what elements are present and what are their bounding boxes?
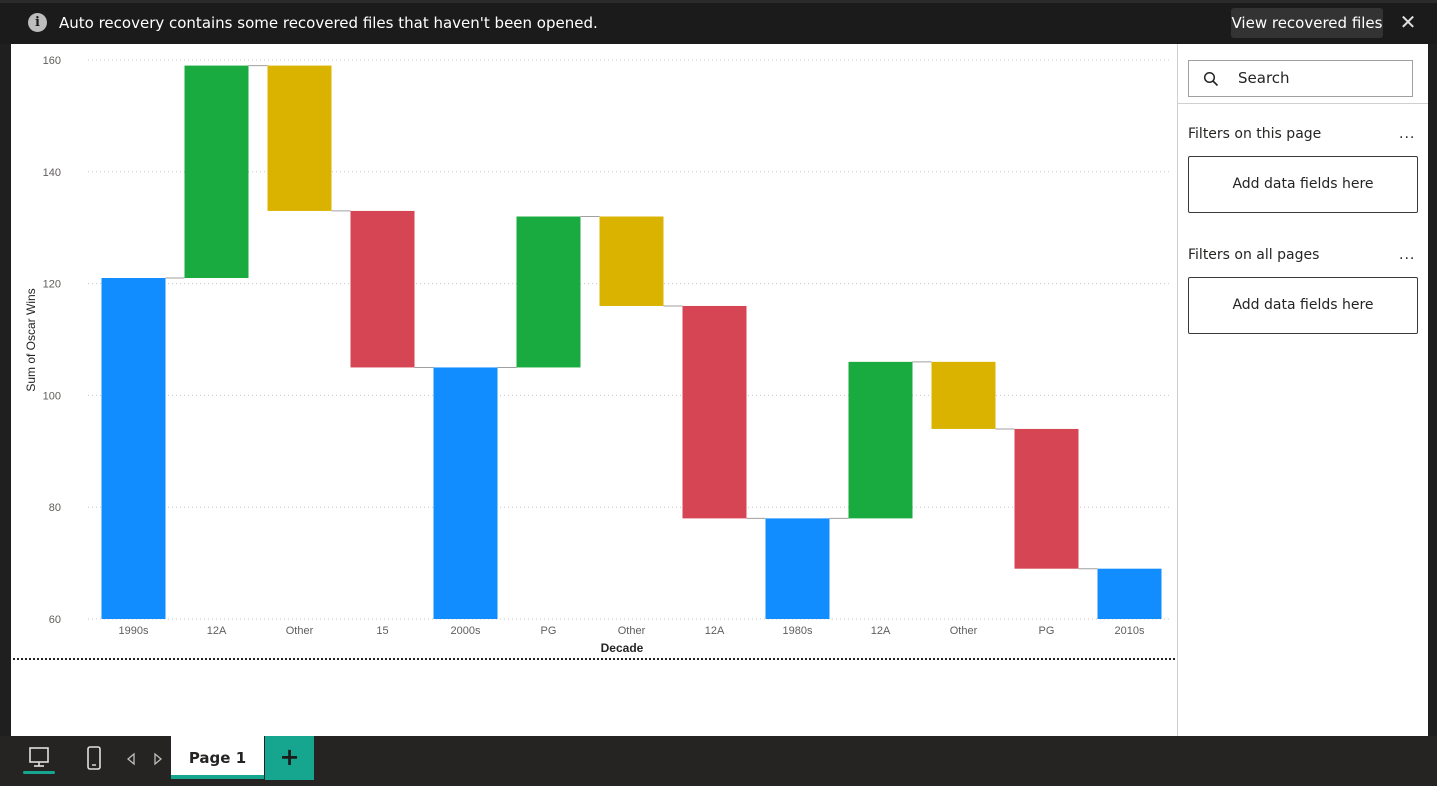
y-tick-label: 100 — [43, 390, 61, 402]
y-tick-label: 160 — [43, 55, 61, 67]
report-canvas[interactable]: 60 80 100 120 140 160 1990s 12A Other 15 2000s PG O… — [11, 44, 1177, 736]
chart-gridlines — [88, 59, 1171, 620]
y-tick-label: 140 — [43, 167, 61, 179]
close-icon[interactable]: ✕ — [1399, 10, 1417, 34]
waterfall-bar[interactable] — [433, 367, 498, 619]
y-tick-label: 120 — [43, 279, 61, 291]
tab-page-1[interactable]: Page 1 — [171, 736, 264, 778]
x-tick-label: PG — [1039, 625, 1055, 637]
filters-pane: Search Filters on this page ... Add data… — [1177, 44, 1429, 736]
chevron-right-icon[interactable] — [152, 749, 164, 769]
x-tick-label: PG — [541, 625, 557, 637]
waterfall-bar[interactable] — [350, 210, 415, 368]
waterfall-bar[interactable] — [848, 361, 913, 519]
x-tick-label: 2010s — [1115, 625, 1145, 637]
y-tick-label: 80 — [49, 502, 61, 514]
y-axis-title: Sum of Oscar Wins — [24, 288, 38, 391]
chart-connectors — [165, 65, 1098, 570]
add-icon[interactable]: + — [265, 736, 314, 780]
info-icon: i — [28, 13, 47, 32]
waterfall-bar[interactable] — [1014, 428, 1079, 569]
chart-bars — [101, 65, 1162, 619]
search-icon — [1203, 71, 1219, 87]
pane-edge — [1428, 44, 1437, 736]
page-filters-drop-zone[interactable]: Add data fields here — [1188, 156, 1418, 213]
x-tick-label: 1990s — [119, 625, 149, 637]
active-tab-indicator — [171, 775, 264, 779]
chevron-left-icon[interactable] — [125, 749, 137, 769]
x-tick-label: 1980s — [783, 625, 813, 637]
page-navigation-bar: Page 1 + — [0, 736, 1437, 786]
more-options-icon[interactable]: ... — [1399, 126, 1416, 142]
waterfall-bar[interactable] — [516, 216, 581, 368]
waterfall-bar[interactable] — [184, 65, 249, 279]
x-tick-label: 12A — [871, 625, 891, 637]
filters-search-input[interactable]: Search — [1188, 60, 1413, 97]
waterfall-bar[interactable] — [599, 216, 664, 306]
waterfall-bar[interactable] — [267, 65, 332, 211]
notification-message: Auto recovery contains some recovered fi… — [59, 14, 598, 32]
more-options-icon[interactable]: ... — [1399, 247, 1416, 263]
x-tick-label: 12A — [705, 625, 725, 637]
desktop-view-icon[interactable] — [23, 744, 55, 776]
waterfall-bar[interactable] — [931, 361, 996, 429]
recovery-notification-bar: i Auto recovery contains some recovered … — [0, 0, 1437, 44]
search-placeholder: Search — [1238, 69, 1290, 87]
waterfall-bar[interactable] — [1097, 568, 1162, 619]
waterfall-bar[interactable] — [682, 305, 747, 519]
all-pages-filters-drop-zone[interactable]: Add data fields here — [1188, 277, 1418, 334]
y-tick-label: 60 — [49, 614, 61, 626]
view-recovered-files-button[interactable]: View recovered files — [1231, 8, 1383, 38]
x-axis-title: Decade — [601, 641, 644, 655]
x-tick-label: Other — [618, 625, 646, 637]
x-tick-label: Other — [950, 625, 978, 637]
x-axis-ticks: 1990s 12A Other 15 2000s PG Other 12A 1980s 12A Ot… — [119, 625, 1145, 637]
filters-on-this-page-title: Filters on this page — [1188, 126, 1322, 142]
x-tick-label: 2000s — [451, 625, 481, 637]
filters-on-all-pages-title: Filters on all pages — [1188, 247, 1320, 263]
x-tick-label: 12A — [207, 625, 227, 637]
waterfall-bar[interactable] — [101, 278, 166, 619]
waterfall-chart[interactable]: 60 80 100 120 140 160 1990s 12A Other 15 2000s PG O… — [11, 44, 1177, 736]
waterfall-bar[interactable] — [765, 518, 830, 619]
mobile-view-icon[interactable] — [84, 744, 104, 774]
x-tick-label: Other — [286, 625, 314, 637]
x-tick-label: 15 — [376, 625, 388, 637]
y-axis-ticks: 60 80 100 120 140 160 — [43, 55, 61, 626]
active-view-indicator — [23, 771, 55, 774]
divider — [1178, 103, 1429, 104]
